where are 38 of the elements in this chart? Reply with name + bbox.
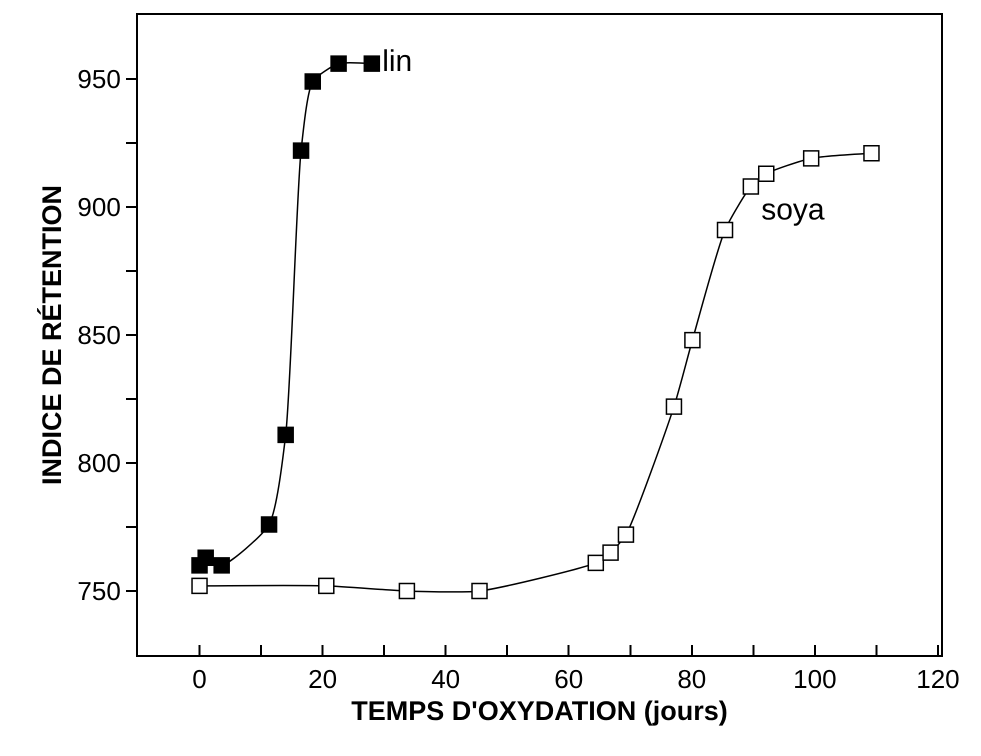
point	[716, 222, 734, 238]
point	[602, 544, 619, 561]
point	[277, 426, 294, 444]
y-tick-label: 950	[77, 64, 121, 94]
x-tick-label: 80	[677, 664, 706, 694]
point	[213, 557, 230, 574]
point	[260, 516, 278, 533]
point	[863, 144, 880, 162]
x-tick-label: 60	[554, 664, 584, 694]
y-tick-label: 750	[77, 576, 121, 606]
point	[471, 582, 488, 600]
point	[684, 332, 701, 348]
y-tick-label: 850	[77, 320, 121, 350]
point	[802, 150, 820, 167]
point	[318, 578, 335, 594]
series-label: lin	[382, 45, 412, 78]
x-tick-label: 40	[431, 664, 460, 694]
y-tick-label: 800	[77, 448, 121, 478]
series-label: soya	[761, 193, 825, 226]
x-tick-label: 0	[192, 664, 207, 694]
x-axis-title: TEMPS D'OXYDATION (jours)	[351, 696, 728, 726]
point	[330, 55, 347, 72]
y-axis-title: INDICE DE RÉTENTION	[36, 184, 67, 486]
point	[398, 582, 416, 600]
point	[292, 142, 310, 159]
point	[191, 578, 208, 594]
x-tick-label: 100	[793, 664, 837, 694]
point	[758, 165, 774, 182]
point	[197, 549, 214, 566]
point	[364, 55, 380, 72]
point	[666, 398, 682, 415]
point	[304, 73, 321, 90]
point	[618, 526, 634, 543]
point	[588, 554, 604, 572]
x-tick-label: 120	[916, 664, 960, 694]
y-tick-label: 900	[77, 192, 121, 222]
x-tick-label: 20	[308, 664, 338, 694]
point	[742, 178, 760, 195]
